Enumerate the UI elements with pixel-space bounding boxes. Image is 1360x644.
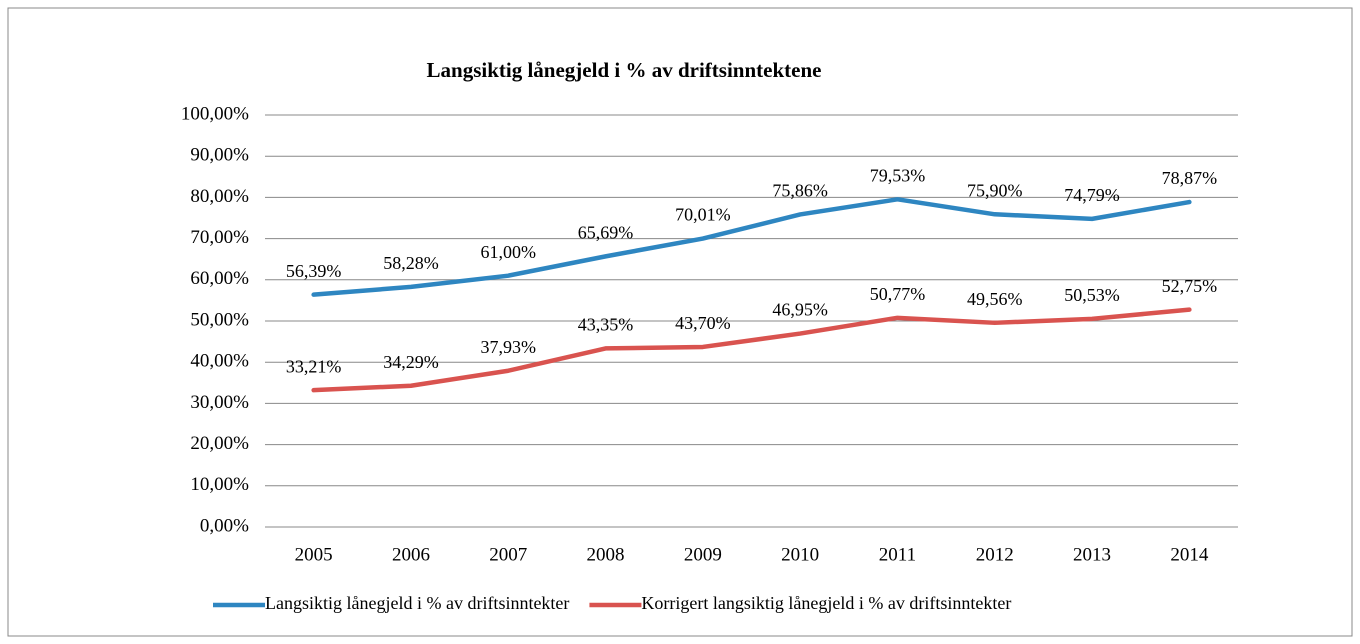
y-tick-label: 60,00% [190, 268, 249, 289]
y-tick-label: 70,00% [190, 227, 249, 248]
x-tick-label: 2011 [879, 544, 916, 565]
data-label: 75,86% [772, 181, 828, 201]
data-label: 79,53% [870, 165, 926, 185]
y-tick-label: 20,00% [190, 433, 249, 454]
x-tick-label: 2007 [489, 544, 527, 565]
y-tick-label: 40,00% [190, 351, 249, 372]
x-tick-label: 2006 [392, 544, 430, 565]
x-tick-label: 2005 [295, 544, 333, 565]
series-line [311, 307, 1192, 393]
y-tick-label: 0,00% [200, 515, 249, 536]
data-label: 50,53% [1064, 285, 1120, 305]
chart-title: Langsiktig lånegjeld i % av driftsinntek… [427, 58, 822, 82]
series-line [311, 197, 1192, 297]
y-tick-label: 80,00% [190, 186, 249, 207]
y-tick-label: 100,00% [181, 103, 249, 124]
data-label: 33,21% [286, 356, 342, 376]
data-label: 75,90% [967, 180, 1023, 200]
y-tick-label: 10,00% [190, 474, 249, 495]
data-label: 65,69% [578, 222, 634, 242]
data-label: 70,01% [675, 205, 731, 225]
data-label: 37,93% [481, 337, 537, 357]
x-tick-label: 2009 [684, 544, 722, 565]
x-tick-label: 2010 [781, 544, 819, 565]
data-label: 34,29% [383, 352, 439, 372]
y-tick-label: 90,00% [190, 145, 249, 166]
data-label: 52,75% [1162, 276, 1218, 296]
data-label: 50,77% [870, 284, 926, 304]
data-label: 43,35% [578, 315, 634, 335]
data-label: 74,79% [1064, 185, 1120, 205]
x-tick-label: 2013 [1073, 544, 1111, 565]
y-tick-label: 30,00% [190, 392, 249, 413]
y-tick-label: 50,00% [190, 309, 249, 330]
x-tick-label: 2008 [587, 544, 625, 565]
data-label: 46,95% [772, 300, 828, 320]
legend-label: Langsiktig lånegjeld i % av driftsinntek… [265, 593, 569, 613]
data-label: 78,87% [1162, 168, 1218, 188]
x-tick-label: 2012 [976, 544, 1014, 565]
x-tick-label: 2014 [1170, 544, 1209, 565]
data-label: 58,28% [383, 253, 439, 273]
chart-border [7, 7, 1353, 637]
data-label: 56,39% [286, 261, 342, 281]
data-label: 61,00% [481, 242, 537, 262]
data-label: 43,70% [675, 313, 731, 333]
data-label: 49,56% [967, 289, 1023, 309]
legend-label: Korrigert langsiktig lånegjeld i % av dr… [641, 593, 1011, 613]
